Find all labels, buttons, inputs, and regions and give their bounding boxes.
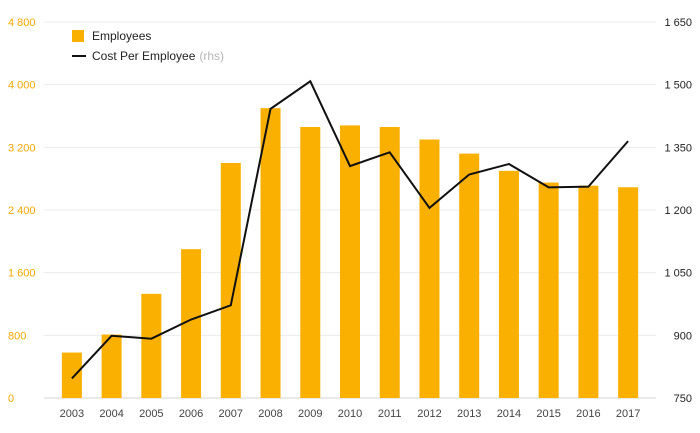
cost-per-employee-line [71, 79, 629, 380]
employees-bars [61, 108, 639, 399]
x-tick-label: 2006 [179, 408, 203, 420]
x-tick-label: 2012 [417, 408, 441, 420]
left-tick-label: 1 600 [8, 268, 36, 280]
legend-bar-swatch [72, 30, 84, 42]
bar-2016 [578, 185, 599, 398]
x-tick-label: 2011 [378, 408, 402, 420]
legend-label-employees: Employees [92, 29, 152, 43]
right-tick-label: 1 650 [664, 17, 692, 29]
right-axis-ticks: 750 900 1 050 1 200 1 350 1 500 1 650 [664, 17, 692, 405]
legend: Employees Cost Per Employee (rhs) [72, 26, 224, 66]
bar-2007 [220, 163, 241, 398]
right-tick-label: 1 350 [664, 142, 692, 154]
legend-label-cost-per-employee: Cost Per Employee [92, 49, 196, 63]
bar-2012 [419, 139, 440, 398]
x-tick-label: 2003 [60, 408, 84, 420]
right-tick-label: 1 050 [664, 268, 692, 280]
left-tick-label: 4 000 [8, 80, 36, 92]
right-tick-label: 750 [674, 393, 692, 405]
x-tick-label: 2009 [298, 408, 322, 420]
right-tick-label: 900 [674, 330, 692, 342]
x-tick-label: 2017 [616, 408, 640, 420]
left-tick-label: 3 200 [8, 142, 36, 154]
bar-2003 [61, 352, 82, 398]
left-tick-label: 2 400 [8, 205, 36, 217]
bar-2014 [498, 170, 519, 398]
left-tick-label: 0 [8, 393, 14, 405]
x-tick-label: 2015 [536, 408, 560, 420]
bar-2004 [101, 334, 122, 398]
x-tick-label: 2014 [497, 408, 521, 420]
x-tick-label: 2016 [576, 408, 600, 420]
bar-2011 [379, 126, 400, 398]
legend-rhs-note: (rhs) [199, 49, 225, 63]
bar-2009 [300, 126, 321, 398]
left-tick-label: 800 [8, 330, 26, 342]
x-tick-label: 2010 [338, 408, 362, 420]
bar-2005 [141, 293, 162, 398]
right-tick-label: 1 500 [664, 80, 692, 92]
bar-2008 [260, 108, 281, 399]
right-tick-label: 1 200 [664, 205, 692, 217]
x-tick-label: 2007 [219, 408, 243, 420]
bar-2017 [618, 187, 639, 398]
bar-2013 [459, 153, 480, 398]
legend-line-swatch [72, 55, 86, 57]
bar-2015 [538, 182, 559, 398]
x-tick-label: 2013 [457, 408, 481, 420]
x-tick-label: 2008 [258, 408, 282, 420]
x-tick-label: 2004 [99, 408, 123, 420]
bar-2006 [181, 249, 202, 398]
legend-item-cost-per-employee: Cost Per Employee (rhs) [72, 46, 224, 66]
legend-item-employees: Employees [72, 26, 224, 46]
left-axis-ticks: 0 800 1 600 2 400 3 200 4 000 4 800 [8, 17, 36, 405]
bar-2010 [340, 125, 360, 399]
x-axis-ticks: 2003 2004 2005 2006 2007 2008 2009 2010 2011 2012… [60, 408, 641, 420]
x-tick-label: 2005 [139, 408, 163, 420]
left-tick-label: 4 800 [8, 17, 36, 29]
